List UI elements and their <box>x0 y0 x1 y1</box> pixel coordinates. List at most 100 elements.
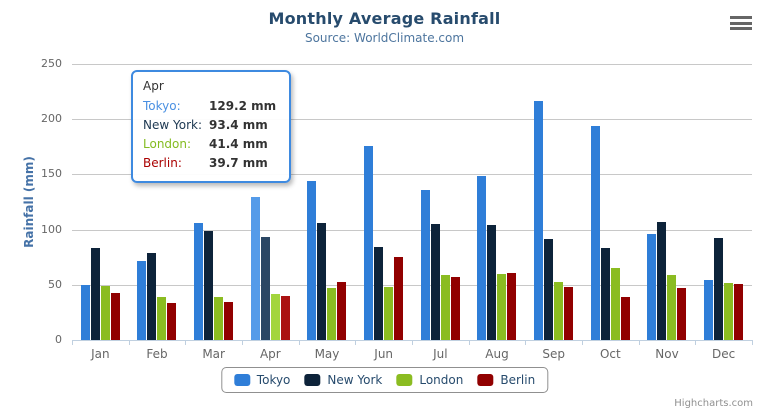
tooltip-row-berlin: Berlin: 39.7 mm <box>143 154 279 173</box>
bar-london-mar[interactable] <box>213 297 223 340</box>
bar-berlin-feb[interactable] <box>167 303 177 340</box>
tooltip-header: Apr <box>143 79 164 93</box>
x-axis-tick <box>468 340 470 345</box>
category-group-aug <box>477 176 517 340</box>
tooltip-series-name: London: <box>143 137 192 151</box>
bar-berlin-mar[interactable] <box>223 302 233 340</box>
bar-london-jul[interactable] <box>440 275 450 340</box>
bar-london-nov[interactable] <box>667 275 677 340</box>
bar-new-york-dec[interactable] <box>713 238 723 340</box>
gridline-200 <box>72 119 752 121</box>
legend-marker-icon <box>477 374 494 386</box>
bar-berlin-sep[interactable] <box>563 287 573 340</box>
x-axis-tick <box>412 340 413 345</box>
x-axis-label-aug: Aug <box>485 347 509 361</box>
x-axis-tick <box>638 340 640 345</box>
legend-item-tokyo[interactable]: Tokyo <box>233 373 290 387</box>
bar-new-york-mar[interactable] <box>203 231 213 340</box>
x-axis-tick <box>72 340 73 345</box>
bar-new-york-may[interactable] <box>317 223 327 340</box>
bar-london-may[interactable] <box>327 288 337 340</box>
y-axis-label-150: 150 <box>41 167 62 181</box>
tooltip-series-value: 41.4 mm <box>209 137 268 151</box>
bar-new-york-jun[interactable] <box>373 247 383 340</box>
bar-berlin-may[interactable] <box>337 282 347 340</box>
tooltip-series-name: New York: <box>143 118 202 132</box>
legend-marker-icon <box>233 374 250 386</box>
bar-new-york-sep[interactable] <box>543 239 553 340</box>
bar-berlin-jul[interactable] <box>450 277 460 340</box>
bar-new-york-feb[interactable] <box>147 253 157 340</box>
bar-new-york-apr[interactable] <box>260 237 270 340</box>
bar-london-oct[interactable] <box>610 268 620 340</box>
bar-berlin-jan[interactable] <box>110 293 120 340</box>
tooltip: Apr Tokyo: 129.2 mm New York: 93.4 mm London… <box>131 70 291 183</box>
hamburger-icon <box>730 16 752 30</box>
bar-berlin-oct[interactable] <box>620 297 630 340</box>
bar-london-feb[interactable] <box>157 297 167 340</box>
bar-tokyo-oct[interactable] <box>590 126 600 340</box>
category-group-apr <box>250 197 290 340</box>
bar-tokyo-feb[interactable] <box>137 261 147 340</box>
x-axis-label-apr: Apr <box>259 347 281 361</box>
legend-item-berlin[interactable]: Berlin <box>477 373 535 387</box>
bar-london-aug[interactable] <box>497 274 507 340</box>
x-axis-tick <box>298 340 300 345</box>
y-axis-label-0: 0 <box>55 333 62 346</box>
legend-item-london[interactable]: London <box>396 373 463 387</box>
bar-berlin-nov[interactable] <box>677 288 687 340</box>
x-axis-tick <box>355 340 357 345</box>
bar-london-jan[interactable] <box>100 286 110 340</box>
credits-link[interactable]: Highcharts.com <box>674 398 753 409</box>
bar-tokyo-may[interactable] <box>307 181 317 340</box>
gridline-250 <box>72 64 752 65</box>
tooltip-series-name: Berlin: <box>143 156 182 170</box>
gridline-50 <box>72 284 752 286</box>
x-axis-label-sep: Sep <box>542 347 565 361</box>
bar-new-york-jul[interactable] <box>430 224 440 340</box>
category-group-oct <box>590 126 630 340</box>
bar-new-york-nov[interactable] <box>657 222 667 340</box>
bar-london-dec[interactable] <box>723 283 733 340</box>
x-axis-label-jul: Jul <box>433 347 448 361</box>
legend-item-new-york[interactable]: New York <box>304 373 382 387</box>
context-menu-button[interactable] <box>728 13 754 33</box>
x-axis-label-mar: Mar <box>202 347 225 361</box>
chart-subtitle: Source: WorldClimate.com <box>304 31 465 45</box>
y-axis-label-200: 200 <box>41 112 62 126</box>
bar-tokyo-dec[interactable] <box>703 280 713 340</box>
legend-label: Berlin <box>500 373 536 387</box>
bar-new-york-aug[interactable] <box>487 225 497 340</box>
bar-berlin-dec[interactable] <box>733 284 743 340</box>
bar-new-york-jan[interactable] <box>90 248 100 340</box>
x-axis-tick <box>695 340 697 345</box>
bar-tokyo-sep[interactable] <box>533 101 543 340</box>
legend: Tokyo New York London Berlin <box>220 367 549 393</box>
bar-berlin-aug[interactable] <box>507 273 517 340</box>
bar-tokyo-mar[interactable] <box>193 223 203 340</box>
tooltip-series-value: 93.4 mm <box>209 118 268 132</box>
bar-tokyo-jul[interactable] <box>420 190 430 340</box>
bar-london-apr[interactable] <box>270 294 280 340</box>
y-axis-label-250: 250 <box>41 57 62 70</box>
bar-london-jun[interactable] <box>383 287 393 340</box>
bar-london-sep[interactable] <box>553 282 563 340</box>
bar-tokyo-aug[interactable] <box>477 176 487 340</box>
bar-berlin-jun[interactable] <box>393 257 403 340</box>
bar-tokyo-jun[interactable] <box>363 146 373 340</box>
tooltip-series-name: Tokyo: <box>143 99 181 113</box>
x-axis-tick <box>752 340 753 345</box>
tooltip-series-value: 129.2 mm <box>209 99 277 113</box>
bar-tokyo-apr[interactable] <box>250 197 260 340</box>
bar-tokyo-jan[interactable] <box>80 285 90 340</box>
x-axis-label-dec: Dec <box>712 347 736 361</box>
bar-new-york-oct[interactable] <box>600 248 610 340</box>
bar-berlin-apr[interactable] <box>280 296 290 340</box>
bar-tokyo-nov[interactable] <box>647 234 657 340</box>
x-axis-label-feb: Feb <box>146 347 168 361</box>
category-group-nov <box>647 222 687 340</box>
legend-label: London <box>419 373 464 387</box>
category-group-jun <box>363 146 403 340</box>
tooltip-row-london: London: 41.4 mm <box>143 135 279 154</box>
